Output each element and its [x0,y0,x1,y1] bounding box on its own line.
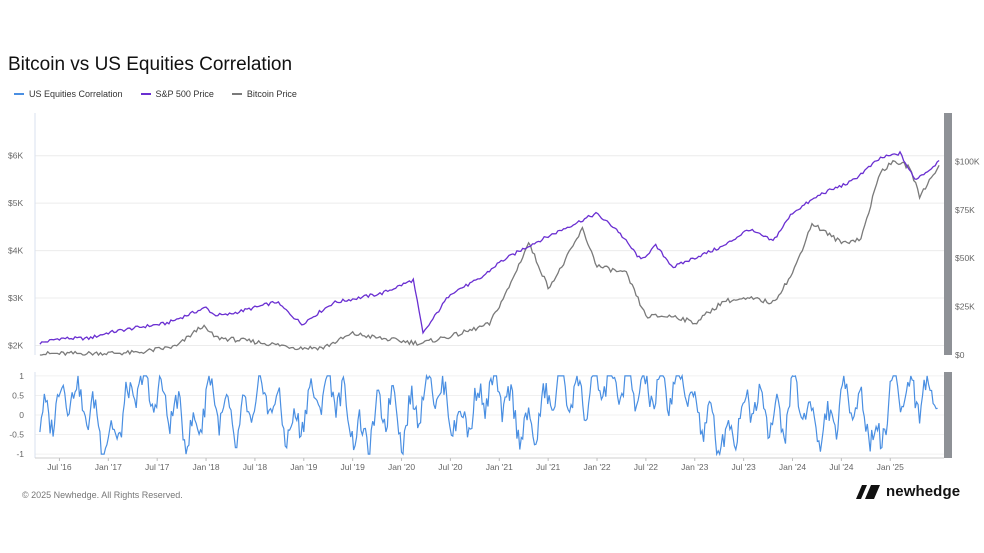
x-axis-tick-label: Jan '23 [681,462,708,472]
legend-item-sp500[interactable]: S&P 500 Price [140,89,214,99]
x-axis-tick-label: Jul '20 [438,462,463,472]
legend-label-sp500: S&P 500 Price [155,89,214,99]
legend-swatch-bitcoin [231,93,242,95]
left-axis-tick: $5K [8,198,23,208]
brand-logo[interactable]: newhedge [856,483,960,500]
x-axis-tick-label: Jul '23 [731,462,756,472]
legend: US Equities Correlation S&P 500 Price Bi… [14,89,297,99]
legend-swatch-sp500 [140,93,151,95]
correlation-axis-tick: 0.5 [12,390,24,400]
x-axis-tick-label: Jul '17 [145,462,170,472]
x-axis-tick-label: Jul '22 [634,462,659,472]
left-axis-tick: $6K [8,151,23,161]
x-axis-tick-label: Jan '21 [486,462,513,472]
x-axis-tick-label: Jan '19 [290,462,317,472]
main-range-handle [944,113,952,355]
x-axis-tick-label: Jan '24 [779,462,806,472]
correlation-axis-tick: 0 [19,410,24,420]
x-axis-tick-label: Jul '24 [829,462,854,472]
x-axis-tick-label: Jul '19 [341,462,366,472]
correlation-axis-tick: -1 [16,449,24,459]
correlation-axis-tick: 1 [19,371,24,381]
left-axis-tick: $2K [8,341,23,351]
legend-label-correlation: US Equities Correlation [29,89,123,99]
legend-swatch-correlation [14,93,24,95]
right-axis-tick: $50K [955,253,975,263]
correlation-range-handle [944,372,952,458]
newhedge-logo-icon [856,484,880,499]
left-axis-tick: $3K [8,293,23,303]
legend-item-correlation[interactable]: US Equities Correlation [14,89,123,99]
right-axis-tick: $0 [955,350,965,360]
x-axis-tick-label: Jan '22 [583,462,610,472]
bitcoin-line [39,159,940,357]
right-axis-tick: $100K [955,156,980,166]
correlation-line [39,373,938,457]
brand-name: newhedge [886,483,961,500]
x-axis-tick-label: Jan '18 [192,462,219,472]
legend-label-bitcoin: Bitcoin Price [246,89,297,99]
x-axis-tick-label: Jul '21 [536,462,561,472]
right-axis-tick: $25K [955,302,975,312]
left-axis-tick: $4K [8,246,23,256]
x-axis-tick-label: Jul '16 [47,462,72,472]
sp500-line [39,150,940,345]
x-axis-tick-label: Jul '18 [243,462,268,472]
x-axis-tick-label: Jan '25 [877,462,904,472]
correlation-axis-tick: -0.5 [9,430,24,440]
copyright-text: © 2025 Newhedge. All Rights Reserved. [22,490,183,500]
chart-title: Bitcoin vs US Equities Correlation [8,54,293,75]
x-axis-tick-label: Jan '17 [95,462,122,472]
x-axis-tick-label: Jan '20 [388,462,415,472]
legend-item-bitcoin[interactable]: Bitcoin Price [231,89,297,99]
right-axis-tick: $75K [955,205,975,215]
